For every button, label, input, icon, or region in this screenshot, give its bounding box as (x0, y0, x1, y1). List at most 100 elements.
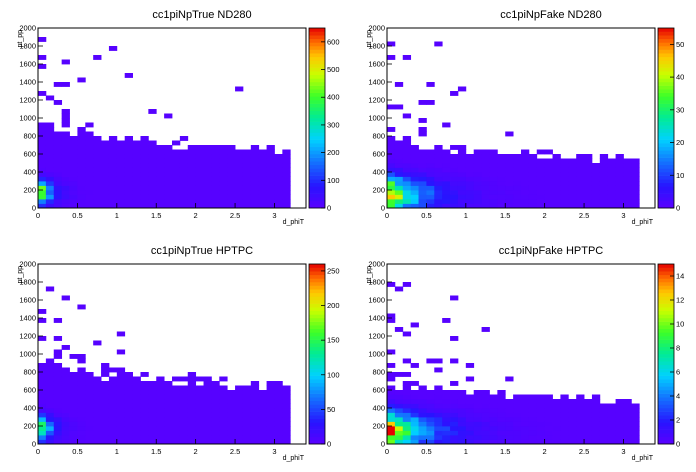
heatmap-cell (148, 203, 157, 209)
heatmap-cell (568, 194, 577, 200)
heatmap-cell (599, 426, 609, 431)
heatmap-cell (179, 149, 189, 155)
heatmap-cell (560, 399, 569, 404)
colorbar-band (658, 415, 674, 420)
heatmap-cell (156, 430, 165, 436)
heatmap-cell (591, 167, 601, 173)
heatmap-cell (536, 176, 546, 182)
heatmap-cell (132, 439, 141, 445)
heatmap-cell (536, 394, 546, 400)
heatmap-cell (69, 145, 78, 150)
heatmap-cell (211, 421, 220, 427)
heatmap-cell (489, 158, 498, 164)
heatmap-cell (53, 385, 63, 391)
heatmap-cell (505, 131, 514, 137)
heatmap-cell (418, 394, 427, 400)
heatmap-cell (528, 190, 538, 195)
heatmap-cell (124, 381, 133, 386)
heatmap-cell (132, 140, 141, 146)
heatmap-cell (211, 172, 220, 177)
heatmap-cell (544, 203, 553, 209)
heatmap-cell (410, 390, 419, 395)
heatmap-cell (38, 127, 47, 132)
heatmap-cell (576, 403, 585, 409)
heatmap-cell (457, 154, 467, 159)
heatmap-cell (387, 41, 396, 47)
heatmap-cell (576, 158, 585, 164)
heatmap-cell (124, 408, 133, 413)
heatmap-cell (195, 163, 204, 168)
heatmap-cell (481, 158, 490, 164)
heatmap-cell (219, 172, 228, 177)
y-tick-label: 1400 (19, 78, 36, 87)
colorbar-band (309, 361, 325, 366)
heatmap-cell (591, 394, 601, 400)
colorbar-band (658, 274, 674, 279)
heatmap-cell (53, 131, 63, 137)
heatmap-cell (497, 426, 506, 431)
heatmap-cell (402, 154, 412, 159)
heatmap-cell (242, 154, 252, 159)
heatmap-cell (156, 394, 165, 400)
heatmap-cell (607, 408, 616, 413)
heatmap-cell (45, 158, 55, 164)
heatmap-cell (607, 421, 616, 427)
heatmap-cell (156, 412, 165, 418)
heatmap-cell (187, 403, 197, 409)
heatmap-cell (132, 426, 141, 431)
heatmap-cell (93, 172, 102, 177)
heatmap-cell (560, 199, 569, 204)
heatmap-cell (282, 163, 291, 168)
heatmap-cell (148, 194, 157, 200)
heatmap-cell (101, 426, 110, 431)
heatmap-cell (250, 394, 260, 400)
heatmap-cell (402, 181, 412, 186)
heatmap-cell (148, 403, 157, 409)
y-tick-label: 1400 (368, 78, 385, 87)
heatmap-cell (434, 158, 443, 164)
heatmap-cell (442, 181, 451, 186)
heatmap-cell (489, 167, 498, 173)
heatmap-cell (77, 354, 86, 359)
heatmap-cell (615, 181, 624, 186)
heatmap-cell (38, 318, 47, 323)
heatmap-cell (108, 390, 118, 395)
heatmap-cell (442, 394, 451, 400)
colorbar-band (658, 204, 674, 209)
heatmap-cell (53, 363, 63, 368)
heatmap-cell (258, 199, 267, 204)
heatmap-cell (457, 158, 467, 164)
heatmap-cell (195, 403, 204, 409)
heatmap-cell (53, 181, 63, 186)
colorbar-band (309, 182, 325, 187)
heatmap-cell (219, 390, 228, 395)
heatmap-cell (599, 194, 609, 200)
colorbar-band (658, 346, 674, 351)
heatmap-cell (426, 176, 435, 182)
heatmap-cell (591, 421, 601, 427)
heatmap-cell (77, 430, 86, 436)
heatmap-cell (227, 172, 236, 177)
heatmap-cell (85, 158, 94, 164)
heatmap-cell (69, 158, 78, 164)
colorbar-band (658, 64, 674, 68)
heatmap-cell (442, 408, 451, 413)
heatmap-cell (426, 185, 435, 191)
heatmap-cell (623, 430, 632, 436)
colorbar-band (309, 172, 325, 176)
heatmap-cell (266, 194, 275, 200)
heatmap-cell (242, 158, 252, 164)
heatmap-cell (61, 408, 70, 413)
heatmap-cell (101, 430, 110, 436)
heatmap-cell (266, 390, 275, 395)
heatmap-cell (410, 399, 419, 404)
heatmap-cell (203, 394, 212, 400)
heatmap-cell (505, 412, 514, 418)
heatmap-cell (108, 381, 118, 386)
heatmap-cell (426, 149, 435, 155)
heatmap-cell (560, 181, 569, 186)
heatmap-cell (434, 403, 443, 409)
colorbar-band (658, 289, 674, 294)
heatmap-cell (266, 190, 275, 195)
